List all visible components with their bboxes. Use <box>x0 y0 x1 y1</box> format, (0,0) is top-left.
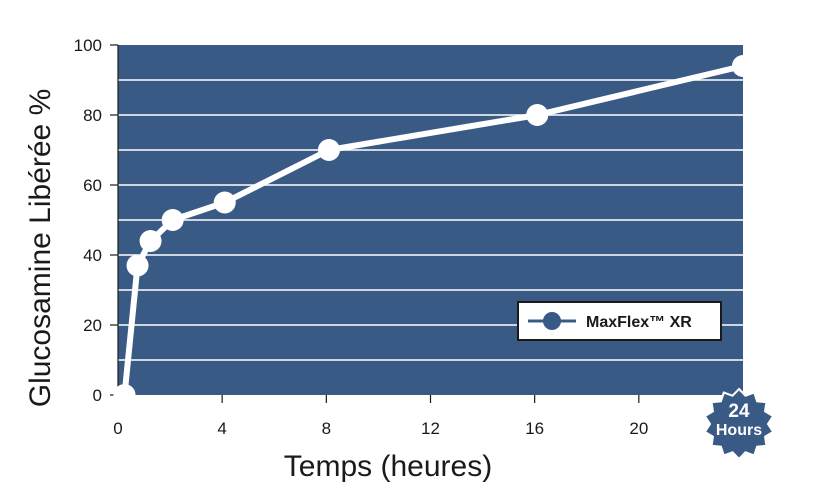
data-point <box>732 55 754 77</box>
y-tick-label: 60 <box>83 176 102 195</box>
y-tick-label: 80 <box>83 106 102 125</box>
series-layer <box>113 55 754 406</box>
data-point <box>526 104 549 126</box>
badge-24-hours: 24 Hours <box>703 387 775 461</box>
x-tick-label: 8 <box>322 419 331 438</box>
legend-marker <box>543 312 561 330</box>
x-tick-label: 20 <box>629 419 648 438</box>
x-tick-label: 12 <box>421 419 440 438</box>
x-tick-label: 16 <box>525 419 544 438</box>
data-point <box>213 191 236 214</box>
data-point <box>113 384 136 406</box>
x-tick-label: 0 <box>113 419 122 438</box>
data-point <box>126 254 149 277</box>
x-ticks: 0 4 8 12 16 20 <box>113 395 648 438</box>
legend: MaxFlex™ XR <box>517 301 722 341</box>
y-tick-label: 100 <box>74 36 102 55</box>
y-tick-label: 20 <box>83 316 102 335</box>
gridlines <box>118 79 743 361</box>
badge-line1: 24 <box>728 401 750 422</box>
y-ticks: 0 20 40 60 80 100 <box>74 36 118 405</box>
data-point <box>161 209 184 231</box>
y-tick-label: 40 <box>83 246 102 265</box>
data-point <box>139 230 162 252</box>
legend-label: MaxFlex™ XR <box>586 314 692 331</box>
x-tick-label: 4 <box>217 419 226 438</box>
x-axis-title: Temps (heures) <box>284 450 492 483</box>
data-point <box>317 139 340 161</box>
badge-starburst <box>703 387 775 461</box>
y-axis-title: Glucosamine Libérée % <box>24 89 57 408</box>
badge-line2: Hours <box>716 422 762 439</box>
y-tick-label: 0 <box>93 386 102 405</box>
